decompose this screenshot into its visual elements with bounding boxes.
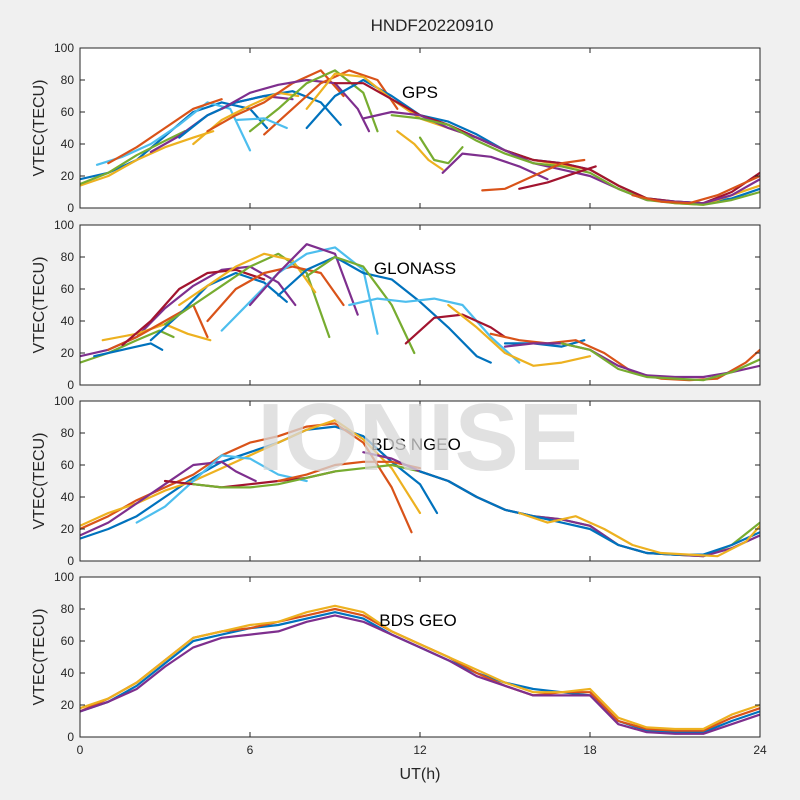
y-tick-label: 80 [61, 426, 75, 440]
series-line-8 [178, 252, 317, 307]
y-tick-label: 60 [61, 458, 75, 472]
y-tick-label: 60 [61, 282, 75, 296]
y-tick-label: 60 [61, 634, 75, 648]
series-line-18 [396, 130, 444, 171]
y-axis-label: VTEC(TECU) [31, 433, 48, 530]
series-line-12 [234, 117, 288, 130]
y-tick-label: 80 [61, 250, 75, 264]
panel-label: BDS GEO [379, 611, 456, 630]
series-group [80, 69, 760, 206]
y-tick-label: 0 [67, 378, 74, 392]
y-tick-label: 100 [54, 218, 74, 232]
y-tick-label: 0 [67, 554, 74, 568]
y-tick-label: 40 [61, 490, 75, 504]
y-tick-label: 80 [61, 602, 75, 616]
series-line-20 [560, 342, 760, 382]
plot-area [80, 577, 760, 737]
series-line-2 [80, 130, 186, 186]
plot-area [80, 48, 760, 208]
series-line-3 [80, 460, 257, 537]
series-line-6 [178, 90, 342, 139]
y-axis-label: VTEC(TECU) [31, 80, 48, 177]
series-line-7 [277, 460, 422, 483]
series-line-2 [93, 342, 164, 358]
series-line-5 [121, 268, 266, 347]
plot-area [80, 225, 760, 385]
y-tick-label: 100 [54, 394, 74, 408]
panel-label: BDS NGEO [371, 435, 461, 454]
series-line-10 [248, 69, 379, 133]
x-tick-label: 0 [77, 743, 84, 757]
series-group [80, 243, 760, 382]
y-tick-label: 80 [61, 73, 75, 87]
panel-label: GLONASS [374, 259, 456, 278]
series-line-2 [80, 604, 760, 731]
series-line-4 [107, 98, 223, 165]
series-line-1 [80, 130, 215, 187]
panel-3: 0 20 40 60 80 100 0 6 12 18 24 VTEC(TECU) BDS GEO [31, 570, 767, 757]
watermark: IONISE [257, 384, 582, 491]
series-line-3 [95, 101, 252, 166]
series-line-10 [220, 246, 379, 335]
series-line-16 [447, 303, 592, 367]
x-tick-label: 12 [413, 743, 427, 757]
series-line-7 [163, 252, 331, 339]
y-tick-label: 0 [67, 730, 74, 744]
series-line-9 [206, 265, 345, 323]
series-line-23 [631, 174, 760, 205]
series-line-12 [277, 255, 492, 364]
series-line-11 [248, 243, 359, 316]
series-line-10 [518, 511, 760, 558]
y-tick-label: 40 [61, 137, 75, 151]
y-tick-label: 20 [61, 522, 75, 536]
series-line-17 [503, 339, 586, 348]
series-line-13 [305, 255, 416, 355]
series-line-19 [418, 136, 464, 165]
y-tick-label: 20 [61, 346, 75, 360]
series-line-14 [348, 297, 521, 364]
panel-1: 0 20 40 60 80 100 VTEC(TECU) GLONASS [31, 218, 761, 392]
y-tick-label: 20 [61, 169, 75, 183]
x-tick-label: 18 [583, 743, 597, 757]
series-line-3 [80, 614, 760, 735]
series-line-15 [404, 313, 507, 345]
y-tick-label: 60 [61, 105, 75, 119]
y-tick-label: 100 [54, 570, 74, 584]
series-line-1 [80, 422, 413, 534]
panel-2: 0 20 40 60 80 100 VTEC(TECU) BDS NGEO [31, 394, 761, 568]
y-tick-label: 40 [61, 666, 75, 680]
x-tick-label: 6 [247, 743, 254, 757]
series-line-11 [263, 69, 399, 136]
series-line-4 [135, 454, 308, 524]
y-tick-label: 40 [61, 314, 75, 328]
series-line-21 [481, 158, 586, 192]
series-group [80, 604, 760, 735]
series-line-20 [441, 152, 549, 181]
y-axis-label: VTEC(TECU) [31, 609, 48, 706]
y-tick-label: 100 [54, 41, 74, 55]
y-tick-label: 0 [67, 201, 74, 215]
panel-label: GPS [402, 83, 438, 102]
panel-0: 0 20 40 60 80 100 VTEC(TECU) GPS [31, 41, 761, 215]
figure-title: HNDF20220910 [371, 16, 494, 35]
series-line-17 [390, 114, 760, 206]
x-axis-label: UT(h) [400, 766, 441, 783]
series-line-9 [220, 78, 371, 133]
x-tick-label: 24 [753, 743, 767, 757]
y-axis-label: VTEC(TECU) [31, 257, 48, 354]
series-line-22 [518, 165, 597, 190]
series-line-19 [503, 342, 760, 379]
y-tick-label: 20 [61, 698, 75, 712]
series-group [80, 419, 760, 558]
